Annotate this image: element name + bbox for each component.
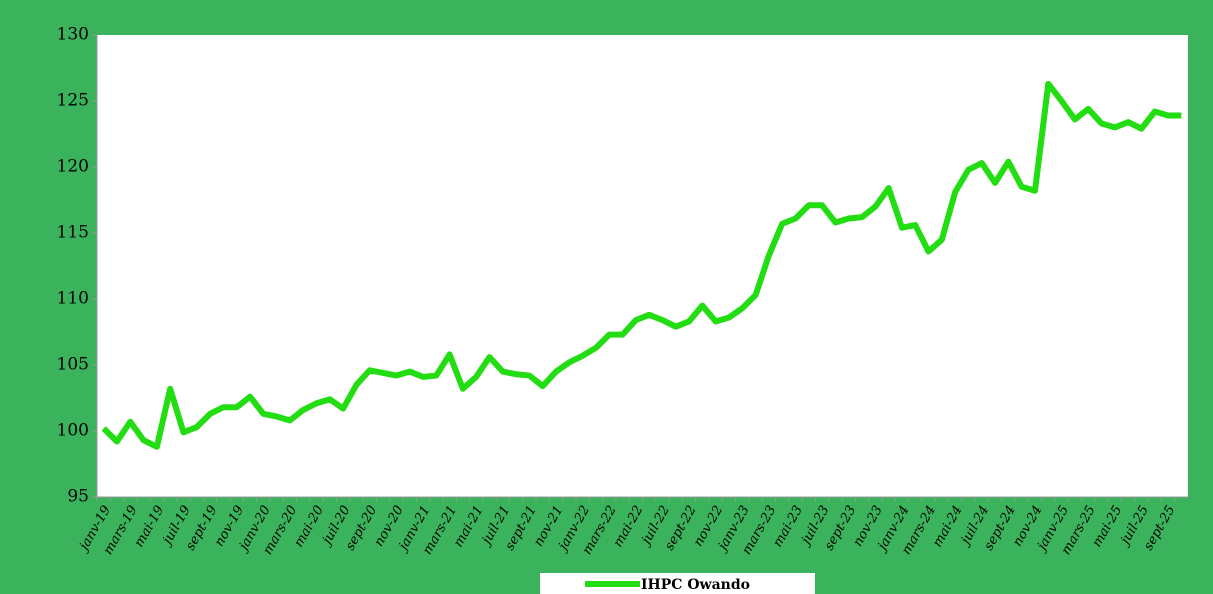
y-tick-label: 110 (57, 289, 89, 309)
legend (540, 573, 815, 594)
y-tick-label: 130 (57, 25, 89, 45)
y-tick-label: 95 (67, 487, 89, 507)
y-tick-label: 120 (57, 157, 89, 177)
legend-label: IHPC Owando (641, 577, 750, 593)
y-tick-label: 125 (57, 91, 89, 111)
plot-area (97, 35, 1188, 497)
y-tick-label: 105 (57, 355, 89, 375)
line (101, 80, 1182, 450)
y-tick-label: 115 (57, 223, 89, 243)
y-tick-label: 100 (57, 421, 89, 441)
